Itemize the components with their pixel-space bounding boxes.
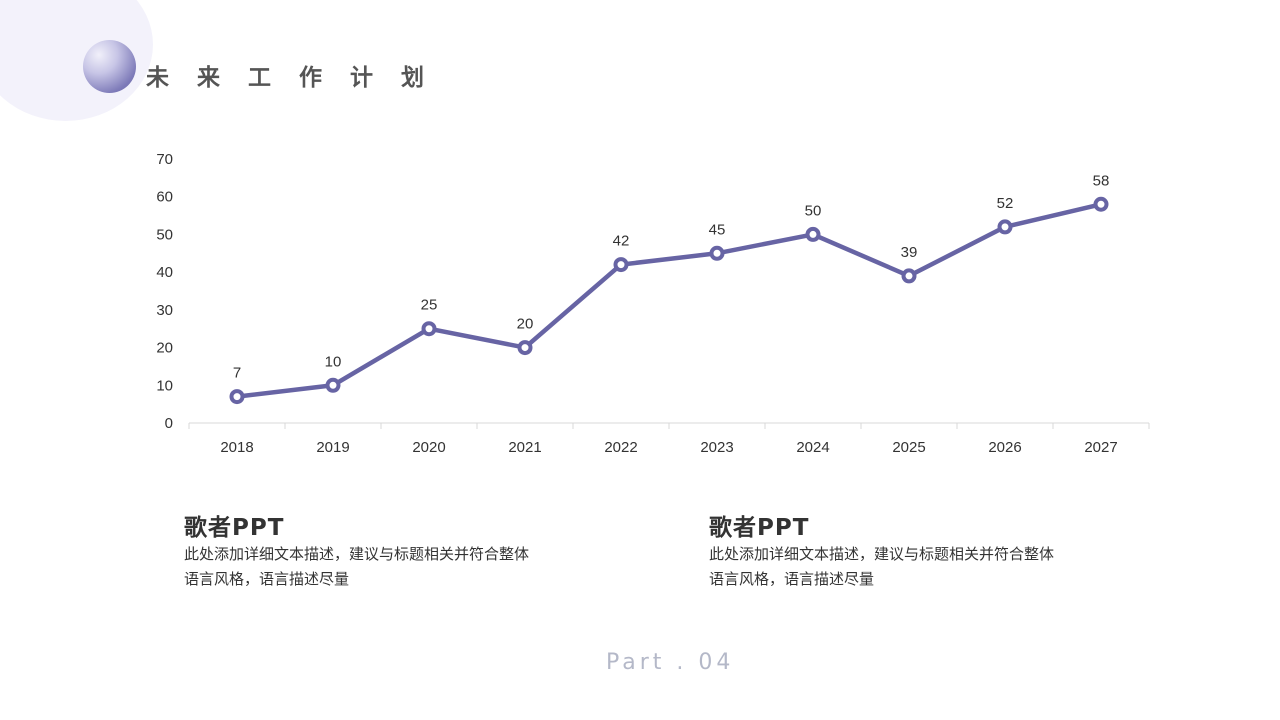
data-label: 58 bbox=[1093, 172, 1110, 189]
x-tick-label: 2025 bbox=[892, 439, 925, 456]
data-point bbox=[421, 321, 437, 337]
y-tick-label: 20 bbox=[156, 340, 173, 357]
block-2-title: 歌者PPT bbox=[709, 515, 810, 541]
data-labels: 7 10 25 20 42 45 50 39 52 58 bbox=[233, 172, 1110, 381]
page-title: 未 来 工 作 计 划 bbox=[146, 65, 435, 91]
block-1-description: 此处添加详细文本描述，建议与标题相关并符合整体 语言风格，语言描述尽量 bbox=[184, 542, 564, 592]
data-point bbox=[709, 245, 725, 261]
data-point bbox=[805, 226, 821, 242]
y-tick-label: 10 bbox=[156, 377, 173, 394]
x-axis: 2018 2019 2020 2021 2022 2023 2024 2025 2026 2027 bbox=[188, 422, 1150, 456]
y-tick-label: 0 bbox=[165, 415, 173, 432]
series-line bbox=[234, 202, 1104, 399]
block-2-text-line-1: 此处添加详细文本描述，建议与标题相关并符合整体 bbox=[709, 545, 1055, 563]
data-label: 20 bbox=[517, 316, 534, 333]
block-2-text-line-2: 语言风格，语言描述尽量 bbox=[709, 570, 875, 588]
line-chart: 0 10 20 30 40 50 60 70 2018 2019 2020 2021 2022 2023… bbox=[156, 151, 1150, 456]
chart-series bbox=[229, 196, 1109, 405]
data-label: 7 bbox=[233, 365, 241, 382]
y-tick-label: 70 bbox=[156, 151, 173, 168]
x-tick-label: 2018 bbox=[220, 439, 253, 456]
data-point bbox=[517, 340, 533, 356]
data-label: 25 bbox=[421, 297, 438, 314]
data-point bbox=[229, 389, 245, 405]
data-label: 42 bbox=[613, 233, 630, 250]
data-label: 39 bbox=[901, 244, 918, 261]
x-tick-label: 2023 bbox=[700, 439, 733, 456]
block-1-text-line-2: 语言风格，语言描述尽量 bbox=[184, 570, 350, 588]
data-point bbox=[997, 219, 1013, 235]
footer-part-label: Part . 04 bbox=[606, 650, 735, 675]
data-label: 52 bbox=[997, 195, 1014, 212]
block-1-text-line-1: 此处添加详细文本描述，建议与标题相关并符合整体 bbox=[184, 545, 530, 563]
y-tick-label: 60 bbox=[156, 189, 173, 206]
title-decorative-ball bbox=[83, 40, 136, 93]
data-point bbox=[1093, 196, 1109, 212]
data-label: 50 bbox=[805, 202, 822, 219]
data-label: 10 bbox=[325, 353, 342, 370]
y-tick-label: 50 bbox=[156, 226, 173, 243]
y-tick-label: 40 bbox=[156, 264, 173, 281]
x-tick-label: 2020 bbox=[412, 439, 445, 456]
x-tick-label: 2024 bbox=[796, 439, 829, 456]
y-axis: 0 10 20 30 40 50 60 70 bbox=[156, 151, 173, 432]
x-tick-label: 2022 bbox=[604, 439, 637, 456]
data-label: 45 bbox=[709, 221, 726, 238]
x-tick-label: 2019 bbox=[316, 439, 349, 456]
x-tick-label: 2026 bbox=[988, 439, 1021, 456]
x-tick-label: 2027 bbox=[1084, 439, 1117, 456]
data-point bbox=[325, 377, 341, 393]
x-tick-label: 2021 bbox=[508, 439, 541, 456]
data-point bbox=[901, 268, 917, 284]
y-tick-label: 30 bbox=[156, 302, 173, 319]
block-1-title: 歌者PPT bbox=[184, 515, 285, 541]
block-2-description: 此处添加详细文本描述，建议与标题相关并符合整体 语言风格，语言描述尽量 bbox=[709, 542, 1089, 592]
data-point bbox=[613, 257, 629, 273]
